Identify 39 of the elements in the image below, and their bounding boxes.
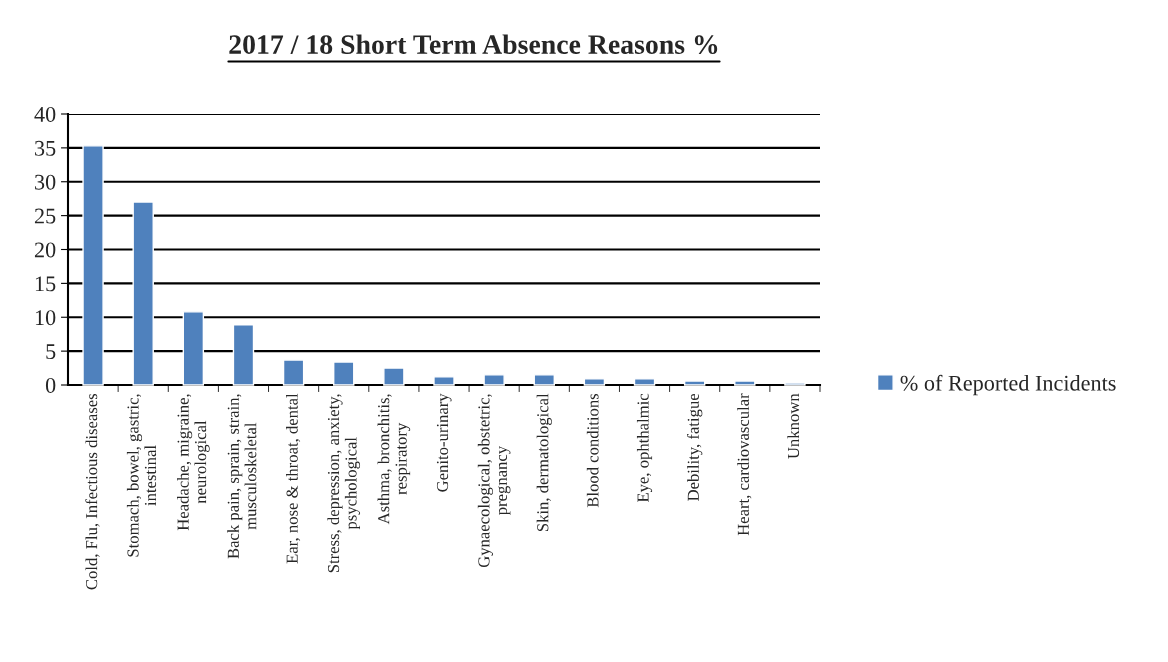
bar: [633, 378, 656, 386]
bar: [282, 359, 305, 386]
bar: [483, 374, 505, 386]
bar: [433, 376, 455, 386]
bar: [82, 145, 104, 386]
x-tick-label: Eye, ophthalmic: [636, 393, 653, 503]
y-tick-label: 25: [34, 208, 56, 224]
bar: [734, 380, 756, 386]
bar: [683, 380, 706, 386]
y-tick-label: 20: [34, 242, 56, 258]
bar: [232, 324, 255, 386]
y-tick-label: 30: [35, 174, 56, 190]
bar: [182, 311, 205, 386]
bar: [784, 382, 806, 386]
x-tick-label: Gynaecological, obstetric, pregnancy: [477, 394, 511, 568]
chart-title: 2017 / 18 Short Term Absence Reasons %: [229, 34, 718, 55]
x-tick-label: Cold, Flu, Infectious diseases: [85, 393, 100, 590]
y-tick-label: 5: [46, 344, 56, 360]
y-tick-label: 35: [35, 140, 56, 156]
x-tick-label: Unknown: [787, 393, 800, 459]
x-tick-label: Genito-urinary: [436, 393, 452, 492]
x-tick-label: Ear, nose & throat, dental: [286, 393, 301, 564]
x-tick-label: Debility, fatigue: [687, 393, 703, 501]
legend-label: % of Reported Incidents: [900, 374, 1116, 396]
x-tick-label: Stress, depression, anxiety, psychological: [327, 394, 361, 573]
bar: [583, 378, 606, 386]
y-tick-label: 10: [35, 310, 56, 326]
x-tick-label: Skin, dermatological: [536, 393, 552, 532]
y-tick-label: 15: [35, 276, 56, 292]
bar: [132, 201, 154, 386]
bar: [333, 361, 355, 386]
y-tick-label: 0: [45, 377, 56, 393]
x-tick-label: Heart, cardiovascular: [737, 393, 752, 536]
bar: [383, 367, 405, 386]
x-tick-label: Asthma, bronchitis, respiratory: [377, 394, 411, 525]
x-tick-label: Blood conditions: [586, 393, 599, 508]
y-tick-label: 40: [34, 106, 56, 122]
x-tick-label: Stomach, bowel, gastric, intestinal: [126, 394, 157, 557]
bar: [533, 374, 555, 386]
